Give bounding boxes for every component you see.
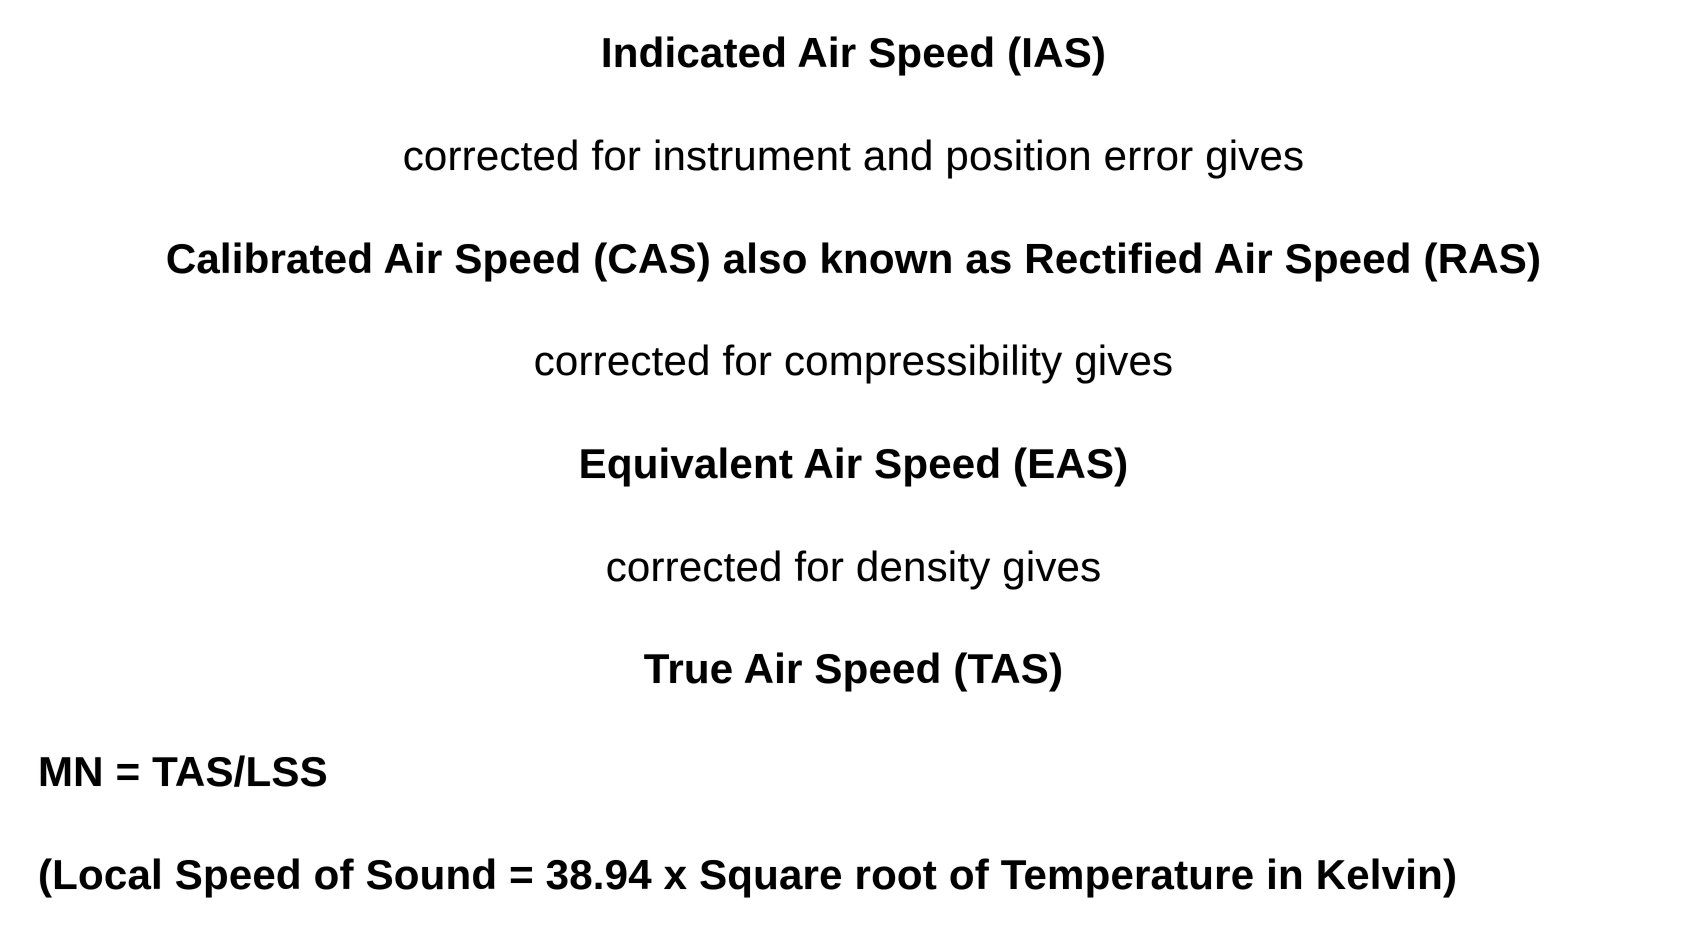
transition-compressibility: corrected for compressibility gives (533, 337, 1174, 385)
heading-equivalent-air-speed: Equivalent Air Speed (EAS) (578, 439, 1129, 487)
heading-indicated-air-speed: Indicated Air Speed (IAS) (600, 29, 1107, 77)
transition-density: corrected for density gives (605, 542, 1102, 590)
formula-mach-number: MN = TAS/LSS (38, 747, 328, 795)
heading-calibrated-air-speed: Calibrated Air Speed (CAS) also known as… (165, 234, 1542, 282)
transition-instrument-position-error: corrected for instrument and position er… (402, 131, 1305, 179)
heading-true-air-speed: True Air Speed (TAS) (643, 645, 1064, 693)
formula-local-speed-of-sound: (Local Speed of Sound = 38.94 x Square r… (38, 850, 1458, 898)
